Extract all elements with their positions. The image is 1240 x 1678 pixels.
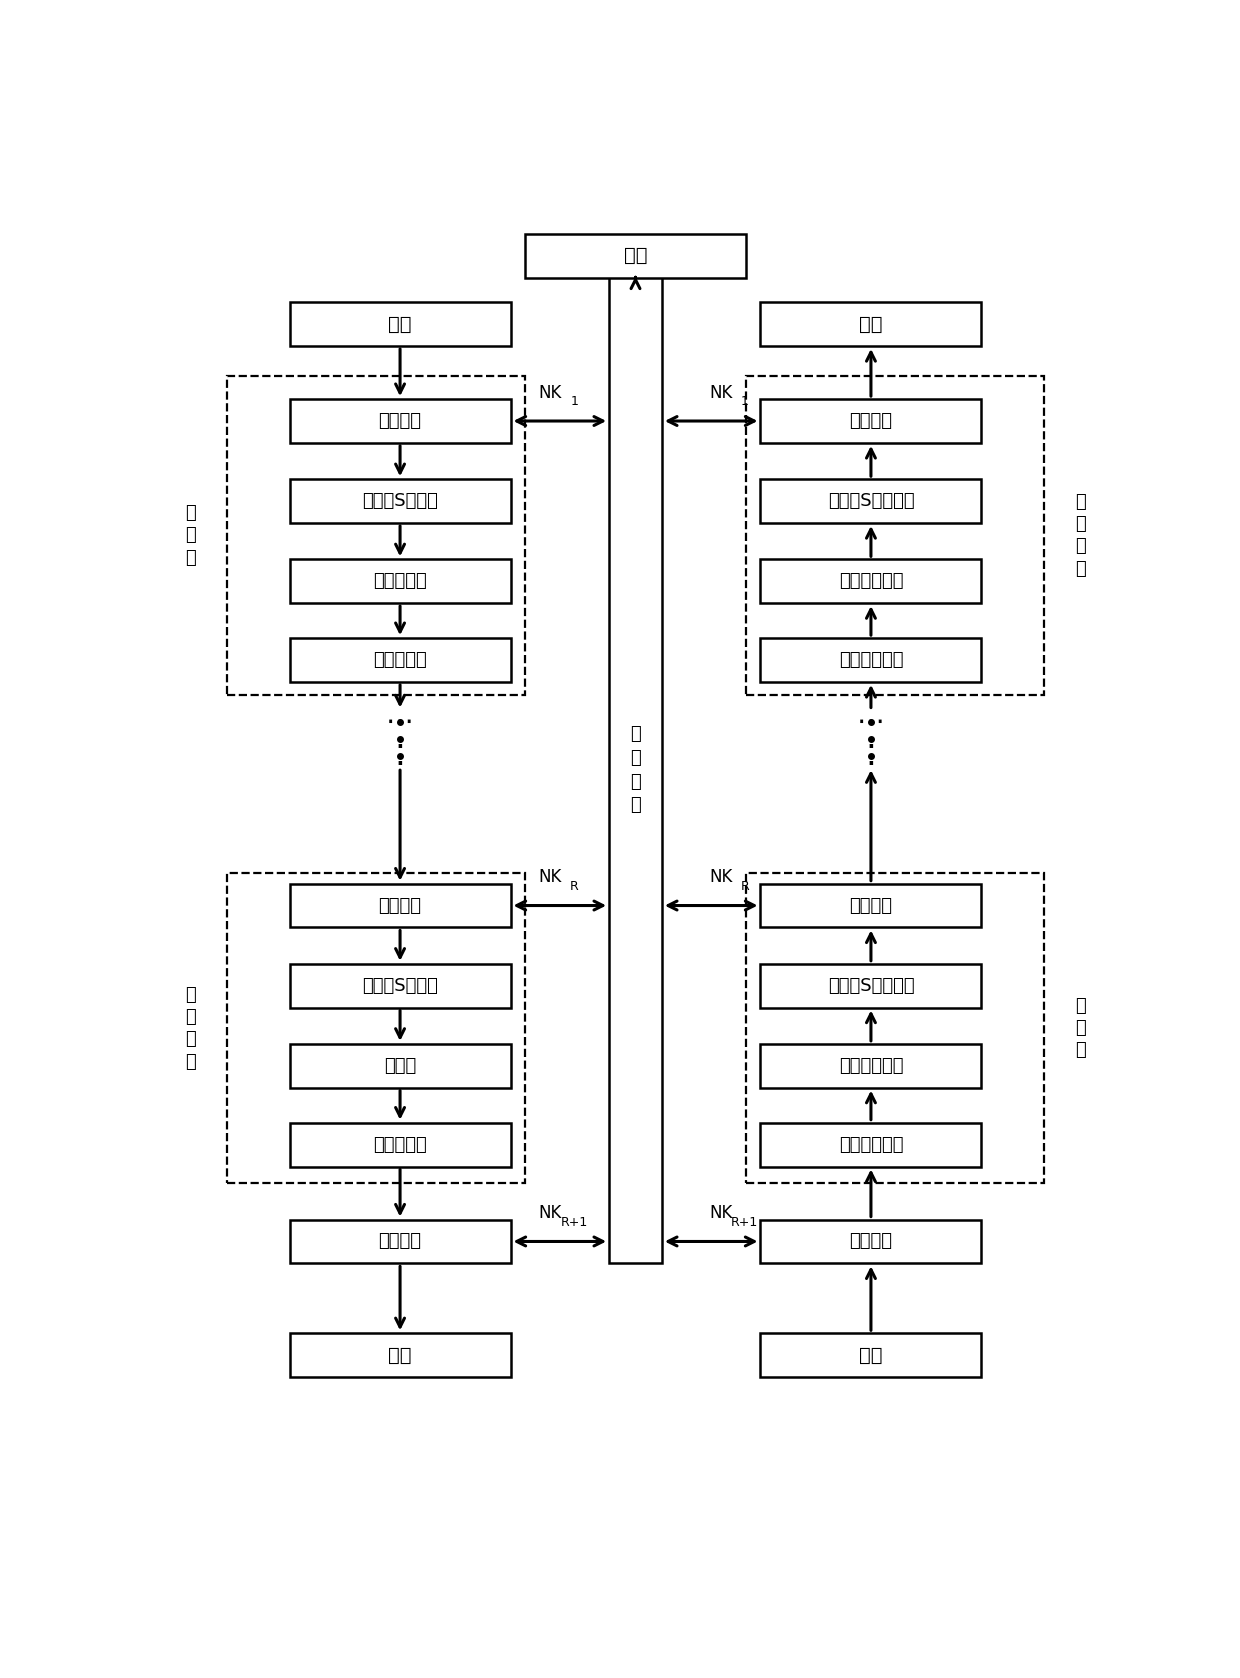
Text: R: R [570,879,579,893]
FancyBboxPatch shape [290,559,511,602]
FancyBboxPatch shape [290,399,511,443]
FancyBboxPatch shape [290,884,511,928]
Text: 1: 1 [740,394,749,408]
FancyBboxPatch shape [760,1044,982,1087]
Text: 列混合变换: 列混合变换 [373,651,427,670]
Text: 轮密钥加: 轮密钥加 [378,413,422,430]
Text: 行移位: 行移位 [384,1057,417,1074]
FancyBboxPatch shape [760,1123,982,1166]
Text: NK: NK [709,868,733,886]
Text: .: . [866,722,877,755]
Text: .: . [394,738,405,772]
FancyBboxPatch shape [290,302,511,346]
Text: .: . [866,738,877,772]
FancyBboxPatch shape [290,480,511,524]
Text: 密文: 密文 [859,1346,883,1364]
Text: NK: NK [538,868,562,886]
Text: 轮密钥加: 轮密钥加 [849,1232,893,1250]
Text: 列混合逆变换: 列混合逆变换 [838,1136,903,1153]
Text: R: R [740,879,749,893]
FancyBboxPatch shape [290,1220,511,1264]
Text: 1: 1 [570,394,578,408]
FancyBboxPatch shape [290,1334,511,1378]
Text: 轮密钥加: 轮密钥加 [378,1232,422,1250]
FancyBboxPatch shape [760,302,982,346]
FancyBboxPatch shape [290,638,511,681]
Text: 非线性S盒置换: 非线性S盒置换 [362,492,438,510]
Text: 非线性S盒逆置换: 非线性S盒逆置换 [827,977,914,995]
FancyBboxPatch shape [290,963,511,1007]
Text: 密
钥
更
新: 密 钥 更 新 [630,725,641,814]
Text: 非线性S盒逆置换: 非线性S盒逆置换 [827,492,914,510]
Text: 行移位逆变换: 行移位逆变换 [838,1057,903,1074]
Text: 轮密钥加: 轮密钥加 [849,413,893,430]
Text: 列混合变换: 列混合变换 [373,1136,427,1153]
FancyBboxPatch shape [760,638,982,681]
Text: NK: NK [709,384,733,401]
Text: 最
后
一
轮: 最 后 一 轮 [1075,493,1086,577]
Text: NK: NK [538,1205,562,1222]
FancyBboxPatch shape [760,884,982,928]
FancyBboxPatch shape [290,1044,511,1087]
Text: R+1: R+1 [560,1215,588,1228]
Text: 轮密钥加: 轮密钥加 [378,896,422,915]
Text: 密文: 密文 [388,1346,412,1364]
FancyBboxPatch shape [760,559,982,602]
FancyBboxPatch shape [760,399,982,443]
FancyBboxPatch shape [760,1334,982,1378]
Text: ⋯: ⋯ [386,708,414,737]
FancyBboxPatch shape [760,1220,982,1264]
Text: 行移位逆变换: 行移位逆变换 [838,572,903,591]
Text: 非线性S盒置换: 非线性S盒置换 [362,977,438,995]
Text: ⋯: ⋯ [857,708,885,737]
FancyBboxPatch shape [609,277,662,1264]
Text: NK: NK [538,384,562,401]
Text: 行移位变换: 行移位变换 [373,572,427,591]
FancyBboxPatch shape [525,233,746,277]
Text: 第
一
轮: 第 一 轮 [185,503,196,567]
Text: 轮密钥加: 轮密钥加 [849,896,893,915]
Text: 第
一
轮: 第 一 轮 [1075,997,1086,1059]
Text: 明文: 明文 [859,314,883,334]
Text: R+1: R+1 [732,1215,759,1228]
Text: NK: NK [709,1205,733,1222]
Text: 列混合逆变换: 列混合逆变换 [838,651,903,670]
Text: 最
后
一
轮: 最 后 一 轮 [185,987,196,1071]
FancyBboxPatch shape [760,480,982,524]
Text: .: . [394,722,405,755]
Text: 明文: 明文 [388,314,412,334]
FancyBboxPatch shape [760,963,982,1007]
Text: 密钥: 密钥 [624,247,647,265]
FancyBboxPatch shape [290,1123,511,1166]
